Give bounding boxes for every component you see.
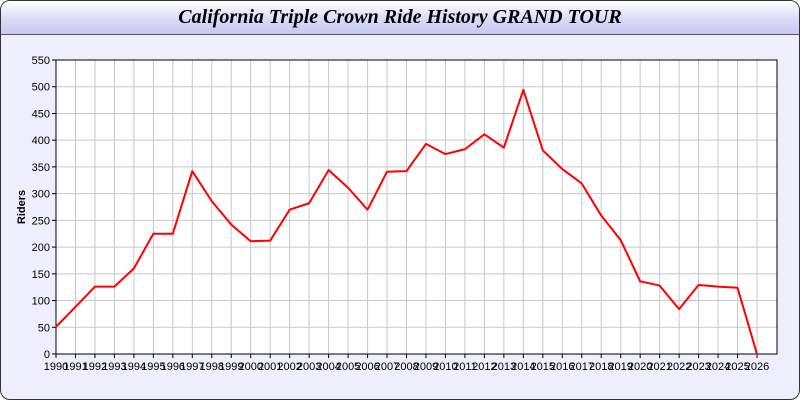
y-axis-label: Riders [16,190,28,224]
y-tick-label: 200 [32,242,50,254]
x-tick-label: 1997 [180,361,204,373]
plot-area [56,60,777,354]
x-tick-label: 2013 [492,361,516,373]
y-tick-label: 550 [32,55,50,67]
x-tick-label: 1990 [44,361,68,373]
x-tick-label: 2010 [433,361,457,373]
data-point [269,239,271,242]
data-point [717,285,719,288]
data-point [639,280,641,283]
x-tick-label: 2016 [550,361,574,373]
data-point [405,170,408,172]
data-point [230,223,233,226]
x-tick-label: 2001 [258,361,282,373]
data-point [503,146,505,149]
x-tick-label: 2004 [316,361,340,373]
y-tick-label: 150 [32,269,50,281]
data-point [678,308,680,310]
x-tick-label: 2005 [336,361,360,373]
y-tick-label: 450 [32,108,50,120]
x-tick-label: 1998 [200,361,224,373]
x-tick-label: 2009 [414,361,438,373]
x-tick-label: 2002 [277,361,301,373]
data-point [697,284,700,286]
data-point [619,239,622,241]
data-point [756,353,758,355]
x-tick-label: 1996 [161,361,185,373]
data-point [483,133,486,136]
x-tick-label: 2020 [628,361,652,373]
data-point [522,89,525,91]
y-tick-label: 0 [44,349,50,361]
x-tick-label: 2014 [511,361,535,373]
x-tick-label: 2012 [472,361,496,373]
data-point [288,208,291,211]
title-bar: California Triple Crown Ride History GRA… [1,1,799,35]
data-point [152,232,155,235]
plot-border [55,59,778,355]
x-tick-label: 1993 [102,361,126,373]
x-tick-label: 2018 [589,361,613,373]
data-point [386,170,388,173]
x-tick-label: 2011 [453,361,477,373]
data-point [249,240,252,243]
data-point [347,186,349,189]
data-point [600,214,603,217]
data-point [444,153,447,155]
y-tick-label: 100 [32,296,50,308]
x-tick-label: 2024 [706,361,730,373]
data-point [210,200,213,202]
x-tick-label: 2025 [725,361,749,373]
x-tick-label: 2015 [531,361,555,373]
data-point [542,149,544,152]
data-point [133,267,135,270]
y-tick-label: 400 [32,135,50,147]
data-point [191,170,194,172]
x-tick-label: 2000 [238,361,262,373]
y-tick-label: 250 [32,215,50,227]
data-point [658,284,661,287]
chart-title: California Triple Crown Ride History GRA… [178,6,622,28]
data-point [580,182,583,185]
data-point [94,285,96,288]
data-point [327,169,330,171]
y-tick-label: 350 [32,162,50,174]
x-tick-label: 1994 [122,361,146,373]
x-tick-label: 1991 [63,361,87,373]
x-tick-label: 1995 [141,361,165,373]
data-point [425,143,427,145]
x-tick-label: 2019 [608,361,632,373]
data-point [366,208,369,211]
data-point [464,148,466,151]
x-tick-label: 2003 [297,361,321,373]
x-tick-label: 2008 [394,361,418,373]
data-point [172,232,174,235]
x-tick-label: 1999 [219,361,243,373]
x-tick-label: 2017 [570,361,594,373]
data-point [561,168,564,170]
x-tick-label: 2006 [355,361,379,373]
data-point [55,325,57,328]
data-point [736,286,739,289]
y-tick-label: 500 [32,82,50,94]
x-tick-label: 2022 [667,361,691,373]
x-tick-label: 2023 [686,361,710,373]
data-point [308,202,310,205]
y-tick-label: 50 [38,322,50,334]
x-tick-label: 2026 [745,361,769,373]
data-point [113,285,116,288]
x-tick-label: 2021 [647,361,671,373]
y-tick-label: 300 [32,189,50,201]
data-point [74,306,77,308]
x-tick-label: 1992 [83,361,107,373]
x-tick-label: 2007 [375,361,399,373]
